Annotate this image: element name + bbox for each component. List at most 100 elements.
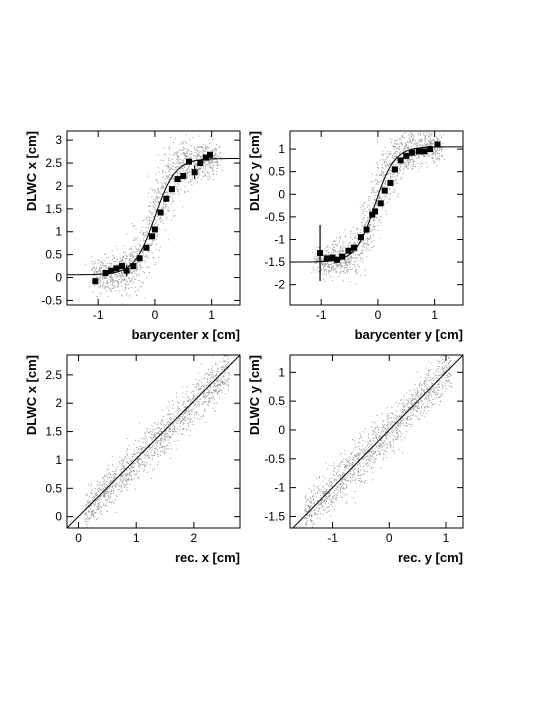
scatter-point: [168, 413, 170, 415]
scatter-point: [156, 201, 158, 203]
scatter-point: [416, 146, 418, 148]
scatter-point: [362, 225, 364, 227]
scatter-point: [165, 433, 167, 435]
scatter-point: [185, 405, 187, 407]
scatter-point: [159, 246, 161, 248]
scatter-point: [87, 530, 88, 531]
scatter-point: [198, 176, 199, 178]
scatter-point: [342, 496, 343, 498]
scatter-point: [177, 408, 179, 410]
scatter-point: [317, 517, 319, 519]
scatter-point: [367, 204, 369, 206]
scatter-point: [384, 159, 386, 161]
scatter-point: [109, 480, 111, 482]
scatter-point: [339, 241, 341, 243]
scatter-point: [182, 417, 184, 419]
scatter-point: [181, 180, 183, 182]
scatter-point: [110, 290, 112, 292]
scatter-point: [100, 266, 102, 268]
scatter-point: [99, 279, 101, 281]
scatter-point: [109, 487, 111, 488]
scatter-point: [397, 147, 399, 149]
scatter-point: [417, 145, 418, 147]
scatter-point: [431, 393, 433, 395]
scatter-point: [448, 385, 450, 387]
scatter-point: [89, 517, 91, 519]
scatter-point: [141, 461, 143, 463]
scatter-point: [162, 445, 163, 447]
scatter-point: [182, 153, 184, 155]
scatter-point: [357, 458, 359, 460]
scatter-point: [379, 444, 381, 446]
scatter-point: [364, 223, 366, 225]
scatter-point: [369, 207, 371, 209]
scatter-point: [161, 419, 163, 421]
scatter-point: [417, 134, 419, 136]
scatter-point: [123, 270, 124, 272]
x-tick-label: 2: [191, 531, 198, 545]
scatter-point: [361, 252, 363, 254]
profile-point: [403, 152, 410, 159]
scatter-point: [168, 158, 169, 160]
scatter-point: [439, 396, 441, 398]
scatter-point: [156, 238, 158, 240]
scatter-point: [119, 276, 121, 278]
scatter-point: [328, 267, 330, 268]
scatter-point: [192, 403, 194, 404]
scatter-point: [215, 380, 217, 381]
scatter-point: [152, 428, 154, 430]
scatter-point: [98, 499, 100, 501]
scatter-point: [99, 502, 101, 504]
scatter-point: [341, 270, 343, 272]
scatter-point: [148, 211, 150, 213]
scatter-point: [148, 432, 150, 433]
scatter-point: [219, 380, 221, 382]
scatter-point: [399, 149, 400, 151]
scatter-point: [430, 390, 432, 392]
scatter-point: [343, 472, 344, 474]
scatter-point: [414, 395, 416, 397]
scatter-point: [167, 176, 169, 177]
scatter-point: [378, 181, 380, 183]
scatter-point: [86, 518, 88, 520]
scatter-point: [396, 147, 397, 149]
scatter-point: [90, 485, 91, 487]
scatter-point: [316, 492, 318, 494]
scatter-point: [176, 155, 178, 157]
scatter-point: [179, 173, 181, 175]
scatter-point: [388, 442, 390, 444]
scatter-point: [415, 151, 417, 153]
scatter-point: [437, 152, 439, 154]
scatter-point: [386, 161, 388, 163]
scatter-point: [315, 513, 317, 515]
scatter-point: [176, 154, 178, 155]
scatter-point: [151, 455, 153, 457]
scatter-point: [216, 159, 218, 161]
scatter-point: [395, 140, 397, 142]
scatter-point: [439, 140, 441, 142]
scatter-point: [150, 212, 152, 214]
scatter-point: [147, 205, 149, 207]
scatter-point: [147, 251, 149, 253]
scatter-point: [146, 463, 148, 465]
scatter-point: [376, 204, 378, 206]
scatter-point: [158, 200, 160, 202]
scatter-point: [441, 147, 443, 149]
scatter-point: [182, 419, 184, 421]
scatter-point: [317, 500, 319, 502]
scatter-point: [332, 266, 334, 268]
scatter-point: [124, 279, 126, 281]
scatter-point: [112, 465, 114, 467]
scatter-point: [408, 159, 410, 160]
scatter-point: [429, 155, 430, 157]
scatter-point: [363, 449, 365, 451]
scatter-point: [123, 245, 125, 247]
scatter-point: [185, 406, 187, 408]
scatter-point: [208, 397, 210, 399]
scatter-point: [157, 189, 159, 191]
scatter-point: [326, 490, 328, 492]
scatter-point: [161, 187, 163, 189]
scatter-point: [432, 151, 434, 153]
